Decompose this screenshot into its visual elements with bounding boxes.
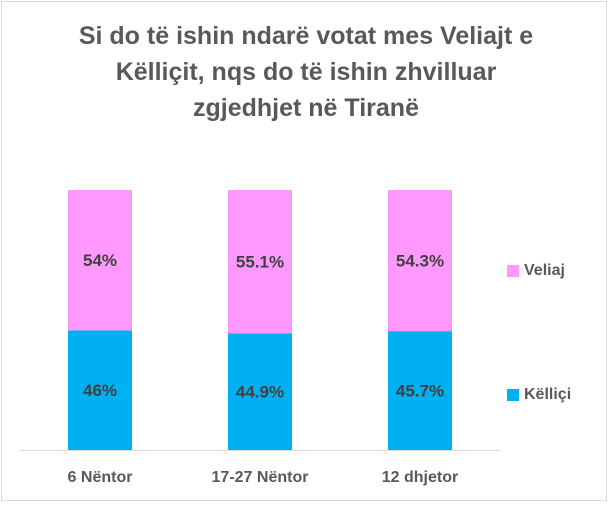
x-tick-label-1: 17-27 Nëntor [212, 469, 309, 486]
title-line-3: zgjedhjet në Tiranë [193, 94, 419, 122]
bar-kellici-1 [228, 333, 292, 450]
data-label-veliaj-2: 54.3% [396, 252, 444, 271]
bar-veliaj-1 [228, 190, 292, 334]
legend-swatch-kellici [507, 389, 519, 401]
x-tick-label-0: 6 Nëntor [68, 469, 133, 486]
data-label-veliaj-0: 54% [83, 251, 117, 270]
bar-kellici-0 [68, 330, 132, 450]
bar-veliaj-0 [68, 190, 132, 331]
bar-veliaj-2 [388, 190, 452, 332]
chart-frame [1, 1, 607, 501]
data-label-veliaj-1: 55.1% [236, 253, 284, 272]
title-line-2: Këlliçit, nqs do të ishin zhvilluar [115, 58, 497, 86]
x-tick-label-2: 12 dhjetor [382, 469, 458, 486]
data-label-kellici-0: 46% [83, 381, 117, 400]
bar-kellici-2 [388, 331, 452, 450]
data-label-kellici-1: 44.9% [236, 383, 284, 402]
chart-title: Si do të ishin ndarë votat mes Veliajt e… [40, 18, 572, 126]
legend-label-veliaj: Veliaj [524, 262, 565, 279]
title-line-1: Si do të ishin ndarë votat mes Veliajt e [78, 22, 534, 50]
legend-label-kellici: Këlliçi [524, 386, 572, 403]
legend-swatch-veliaj [507, 265, 519, 277]
data-label-kellici-2: 45.7% [396, 382, 444, 401]
